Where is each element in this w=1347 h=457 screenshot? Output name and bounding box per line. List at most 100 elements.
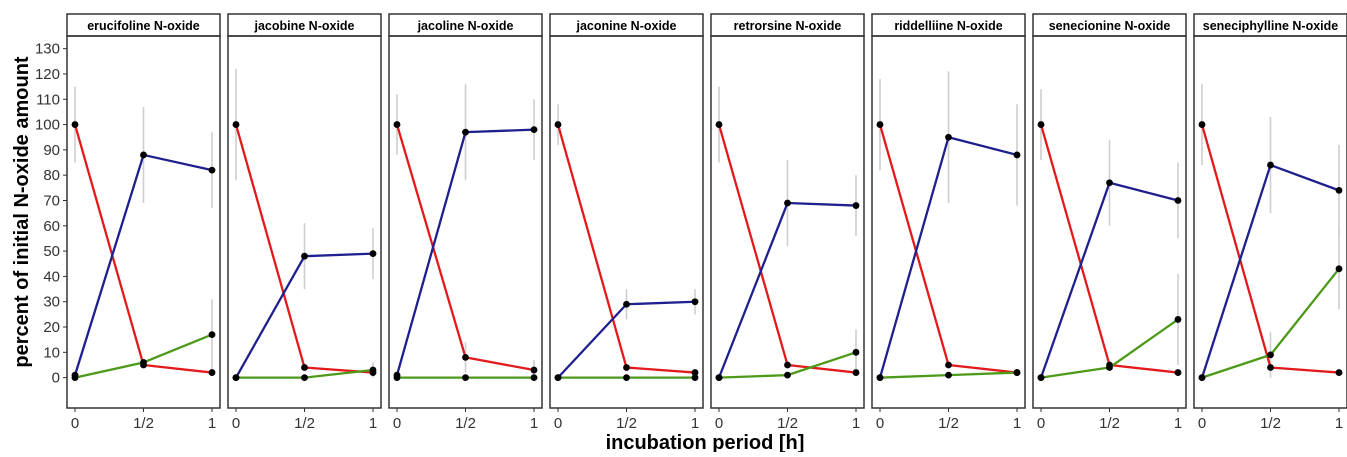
data-point-green — [1037, 374, 1045, 382]
y-tick-label: 30 — [43, 294, 60, 311]
data-point-red — [1335, 369, 1343, 376]
x-tick-label: 1/2 — [938, 415, 959, 432]
x-tick-label: 1 — [1174, 415, 1182, 432]
data-point-red — [876, 121, 884, 128]
y-tick-label: 60 — [43, 218, 60, 235]
x-tick-label: 1 — [208, 415, 216, 432]
y-tick-label: 50 — [43, 243, 60, 260]
x-tick-label: 0 — [232, 415, 240, 432]
data-point-red — [945, 361, 952, 369]
y-tick-label: 120 — [35, 66, 60, 83]
data-point-red — [208, 369, 216, 376]
x-tick-label: 0 — [1037, 415, 1045, 432]
x-tick-label: 1/2 — [777, 415, 798, 432]
y-tick-label: 80 — [43, 167, 60, 184]
facet-panel — [549, 35, 704, 409]
data-point-blue — [784, 199, 791, 207]
y-tick-label: 100 — [35, 117, 60, 134]
data-point-red — [530, 366, 538, 374]
data-point-red — [1267, 364, 1274, 371]
data-point-blue — [140, 151, 147, 159]
data-point-blue — [852, 202, 860, 209]
y-tick-label: 90 — [43, 142, 60, 159]
data-point-red — [232, 121, 240, 128]
data-point-blue — [691, 298, 699, 306]
data-point-blue — [623, 300, 630, 308]
data-point-green — [623, 374, 630, 382]
data-point-red — [71, 121, 79, 128]
data-point-green — [691, 374, 699, 382]
facet-title: retrorsine N-oxide — [734, 19, 842, 33]
data-point-red — [691, 369, 699, 376]
data-point-blue — [462, 128, 469, 136]
x-tick-label: 1/2 — [133, 415, 154, 432]
data-point-green — [301, 374, 308, 382]
data-point-red — [1174, 369, 1182, 376]
x-tick-label: 0 — [1198, 415, 1206, 432]
data-point-red — [554, 121, 562, 128]
data-point-red — [462, 353, 469, 361]
y-tick-label: 130 — [35, 41, 60, 58]
data-point-green — [393, 374, 401, 382]
x-tick-label: 1/2 — [455, 415, 476, 432]
facet-title: erucifoline N-oxide — [87, 19, 200, 33]
y-tick-label: 70 — [43, 192, 60, 209]
x-tick-label: 1 — [369, 415, 377, 432]
data-point-blue — [530, 126, 538, 134]
data-point-green — [852, 348, 860, 356]
data-point-green — [1013, 369, 1021, 376]
x-tick-label: 1 — [1335, 415, 1343, 432]
data-point-red — [1198, 121, 1206, 128]
data-point-blue — [1106, 179, 1113, 187]
x-tick-label: 0 — [71, 415, 79, 432]
data-point-green — [1267, 351, 1274, 359]
data-point-green — [140, 359, 147, 366]
data-point-blue — [369, 250, 377, 258]
y-tick-label: 40 — [43, 268, 60, 285]
x-tick-label: 1/2 — [1099, 415, 1120, 432]
data-point-green — [784, 371, 791, 379]
data-point-green — [232, 374, 240, 382]
data-point-blue — [1267, 161, 1274, 169]
x-tick-label: 0 — [554, 415, 562, 432]
data-point-green — [71, 374, 79, 382]
x-tick-label: 1/2 — [294, 415, 315, 432]
facet-title: jaconine N-oxide — [575, 19, 676, 33]
data-point-red — [393, 121, 401, 128]
data-point-green — [554, 374, 562, 382]
data-point-green — [530, 374, 538, 382]
facet-title: seneciphylline N-oxide — [1203, 19, 1339, 33]
data-point-blue — [1335, 186, 1343, 194]
data-point-green — [715, 374, 723, 382]
facet-title: senecionine N-oxide — [1049, 19, 1171, 33]
data-point-red — [1037, 121, 1045, 128]
facet-title: jacoline N-oxide — [417, 19, 514, 33]
series-line-red — [556, 124, 696, 374]
y-tick-label: 10 — [43, 344, 60, 361]
x-tick-label: 1/2 — [616, 415, 637, 432]
x-tick-label: 1 — [691, 415, 699, 432]
x-tick-label: 1 — [530, 415, 538, 432]
facet-panel — [66, 35, 221, 409]
data-point-green — [1106, 364, 1113, 371]
y-tick-label: 0 — [52, 370, 60, 387]
x-axis-label: incubation period [h] — [606, 432, 805, 452]
facet-title: jacobine N-oxide — [253, 19, 354, 33]
data-point-blue — [208, 166, 216, 174]
data-point-red — [715, 121, 723, 128]
x-tick-label: 1/2 — [1260, 415, 1281, 432]
data-point-green — [1174, 316, 1182, 323]
x-tick-label: 1 — [852, 415, 860, 432]
data-point-blue — [945, 133, 952, 141]
data-point-green — [876, 374, 884, 382]
data-point-green — [369, 366, 377, 374]
data-point-red — [623, 364, 630, 371]
y-tick-label: 110 — [36, 91, 60, 108]
data-point-red — [784, 361, 791, 369]
y-tick-label: 20 — [43, 319, 60, 336]
data-point-blue — [1174, 197, 1182, 204]
data-point-blue — [301, 252, 308, 260]
data-point-red — [301, 364, 308, 371]
data-point-green — [1335, 265, 1343, 273]
